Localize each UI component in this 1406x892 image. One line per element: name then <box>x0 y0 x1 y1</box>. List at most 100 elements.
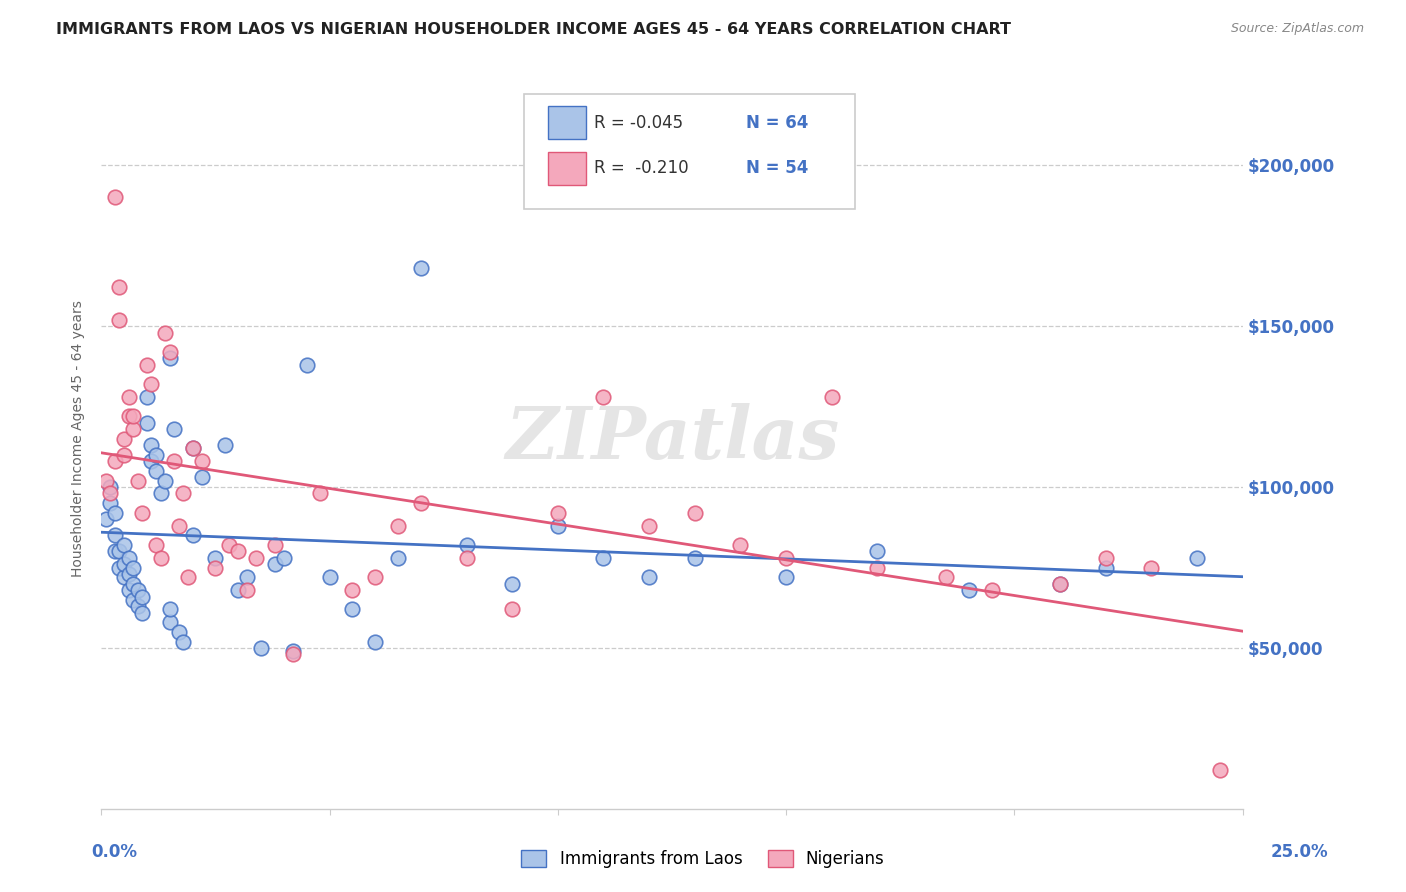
Point <box>98 480 121 494</box>
Text: R =  -0.210: R = -0.210 <box>595 160 689 178</box>
Point <box>108 544 131 558</box>
Point <box>98 486 121 500</box>
Point <box>547 506 569 520</box>
Point <box>387 518 409 533</box>
Point <box>104 506 127 520</box>
Point <box>117 566 139 581</box>
Point <box>117 409 139 424</box>
Point <box>181 442 204 456</box>
Point <box>190 454 212 468</box>
Point <box>775 550 797 565</box>
Point <box>112 448 135 462</box>
Point <box>135 416 157 430</box>
Point <box>145 464 167 478</box>
Point <box>112 570 135 584</box>
Point <box>409 261 432 276</box>
Point <box>149 550 172 565</box>
Point <box>181 528 204 542</box>
Point <box>108 560 131 574</box>
FancyBboxPatch shape <box>523 95 855 210</box>
Point <box>226 544 249 558</box>
Point <box>1140 560 1163 574</box>
Text: Source: ZipAtlas.com: Source: ZipAtlas.com <box>1230 22 1364 36</box>
Text: ZIPatlas: ZIPatlas <box>505 403 839 475</box>
Point <box>236 583 259 598</box>
Point <box>159 344 181 359</box>
Point <box>122 576 145 591</box>
Point <box>387 550 409 565</box>
Point <box>318 570 340 584</box>
Point <box>135 358 157 372</box>
Point <box>127 474 149 488</box>
Point <box>127 583 149 598</box>
Point <box>295 358 318 372</box>
Point <box>236 570 259 584</box>
Point <box>104 544 127 558</box>
Text: 0.0%: 0.0% <box>91 843 138 861</box>
Point <box>145 538 167 552</box>
Point <box>94 474 117 488</box>
Point <box>131 606 153 620</box>
Point <box>935 570 957 584</box>
Point <box>159 351 181 366</box>
Point <box>104 190 127 204</box>
Point <box>501 602 523 616</box>
Point <box>218 538 240 552</box>
Point <box>145 448 167 462</box>
Point <box>94 512 117 526</box>
Point <box>104 528 127 542</box>
Text: N = 54: N = 54 <box>747 160 808 178</box>
Text: R = -0.045: R = -0.045 <box>595 113 683 132</box>
Point <box>117 583 139 598</box>
Point <box>135 390 157 404</box>
Point <box>177 570 200 584</box>
Point <box>263 558 285 572</box>
Point <box>281 648 304 662</box>
Point <box>112 538 135 552</box>
Point <box>1209 764 1232 778</box>
Point <box>108 312 131 326</box>
Point <box>167 624 190 639</box>
Point <box>866 544 889 558</box>
Point <box>250 640 273 655</box>
Point <box>592 390 614 404</box>
Text: N = 64: N = 64 <box>747 113 808 132</box>
Point <box>163 454 186 468</box>
Point <box>1049 576 1071 591</box>
Point <box>122 422 145 436</box>
Point <box>167 518 190 533</box>
Point <box>364 570 387 584</box>
Point <box>638 570 661 584</box>
Point <box>214 438 236 452</box>
Point <box>117 550 139 565</box>
Point <box>638 518 661 533</box>
Point <box>172 634 194 648</box>
Point <box>456 550 478 565</box>
Point <box>309 486 332 500</box>
Point <box>866 560 889 574</box>
Point <box>273 550 295 565</box>
Point <box>730 538 752 552</box>
FancyBboxPatch shape <box>547 153 586 185</box>
Point <box>153 326 176 340</box>
Point <box>204 560 226 574</box>
Point <box>980 583 1002 598</box>
Point <box>456 538 478 552</box>
Point <box>117 390 139 404</box>
Point <box>108 280 131 294</box>
Point <box>226 583 249 598</box>
Point <box>141 377 163 392</box>
Point <box>131 506 153 520</box>
Legend: Immigrants from Laos, Nigerians: Immigrants from Laos, Nigerians <box>515 843 891 875</box>
Point <box>141 438 163 452</box>
Point <box>364 634 387 648</box>
Point <box>1049 576 1071 591</box>
Point <box>104 454 127 468</box>
Point <box>98 496 121 510</box>
Point <box>159 615 181 630</box>
Point <box>112 432 135 446</box>
Text: IMMIGRANTS FROM LAOS VS NIGERIAN HOUSEHOLDER INCOME AGES 45 - 64 YEARS CORRELATI: IMMIGRANTS FROM LAOS VS NIGERIAN HOUSEHO… <box>56 22 1011 37</box>
Point <box>122 560 145 574</box>
Point <box>122 592 145 607</box>
Point <box>409 496 432 510</box>
